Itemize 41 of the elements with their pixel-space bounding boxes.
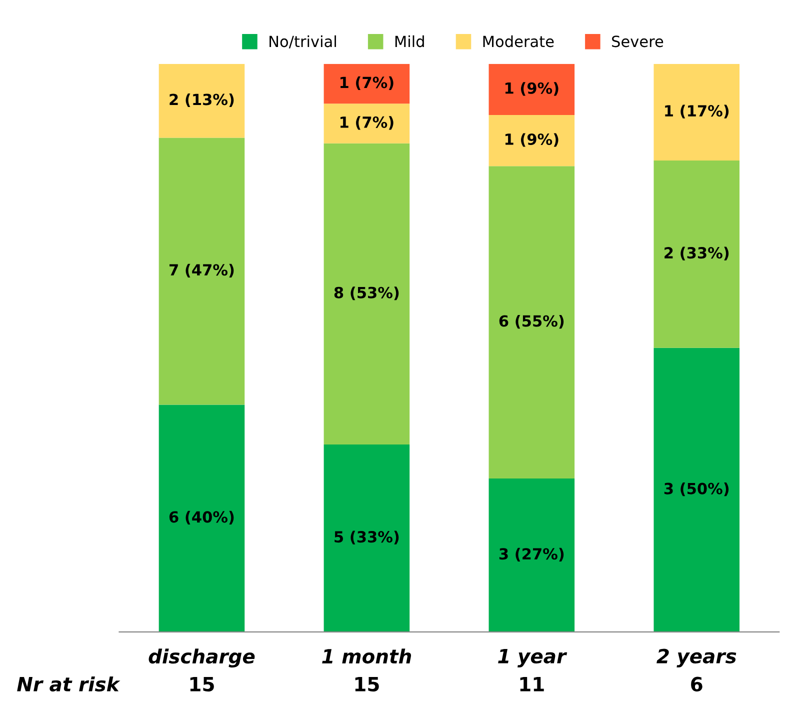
legend-label: Severe bbox=[612, 36, 664, 48]
legend-label: No/trivial bbox=[270, 35, 336, 48]
bar bbox=[488, 166, 575, 479]
text: 11 bbox=[520, 677, 544, 692]
legend-label: Mild bbox=[395, 35, 424, 48]
x-tick-label: 1 year bbox=[498, 649, 568, 668]
bar bbox=[488, 115, 575, 166]
data-label: 7 (47%) bbox=[170, 264, 234, 278]
data-label: 8 (53%) bbox=[334, 286, 399, 300]
legend-label: Moderate bbox=[483, 35, 554, 48]
x-tick-label: 1 month bbox=[322, 648, 412, 664]
data-label: 1 (9%) bbox=[505, 82, 558, 96]
bar bbox=[158, 64, 245, 138]
data-label: 2 (13%) bbox=[170, 93, 234, 108]
text: 15 bbox=[190, 677, 214, 692]
x-tick-label: discharge bbox=[148, 648, 255, 668]
data-label: 2 (33%) bbox=[664, 246, 729, 260]
bar bbox=[324, 64, 410, 104]
text: 15 bbox=[355, 677, 379, 692]
text: Nr at risk bbox=[17, 676, 120, 692]
data-label: 1 (17%) bbox=[665, 104, 729, 118]
data-label: 3 (27%) bbox=[499, 548, 564, 562]
data-label: 3 (50%) bbox=[664, 482, 729, 496]
data-label: 1 (9%) bbox=[505, 133, 558, 147]
bar bbox=[488, 478, 575, 632]
data-label: 6 (55%) bbox=[499, 314, 564, 329]
data-label: 1 (7%) bbox=[340, 116, 394, 130]
text: 6 bbox=[691, 676, 702, 692]
data-label: 1 (7%) bbox=[340, 76, 394, 90]
bar bbox=[324, 444, 410, 632]
data-label: 6 (40%) bbox=[169, 510, 234, 525]
bar bbox=[158, 404, 245, 632]
bar bbox=[488, 64, 575, 116]
bar bbox=[654, 160, 740, 348]
bar bbox=[654, 348, 740, 632]
bar bbox=[324, 143, 410, 444]
x-tick-label: 2 years bbox=[656, 648, 736, 668]
bar bbox=[158, 138, 245, 405]
bar bbox=[654, 64, 740, 160]
bar bbox=[324, 104, 410, 144]
data-label: 5 (33%) bbox=[334, 530, 399, 544]
